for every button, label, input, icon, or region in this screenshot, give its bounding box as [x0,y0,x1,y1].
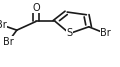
Text: S: S [66,28,73,39]
Text: Br: Br [3,37,14,47]
Text: Br: Br [100,28,111,39]
Text: Br: Br [0,20,7,30]
Text: O: O [32,3,40,13]
